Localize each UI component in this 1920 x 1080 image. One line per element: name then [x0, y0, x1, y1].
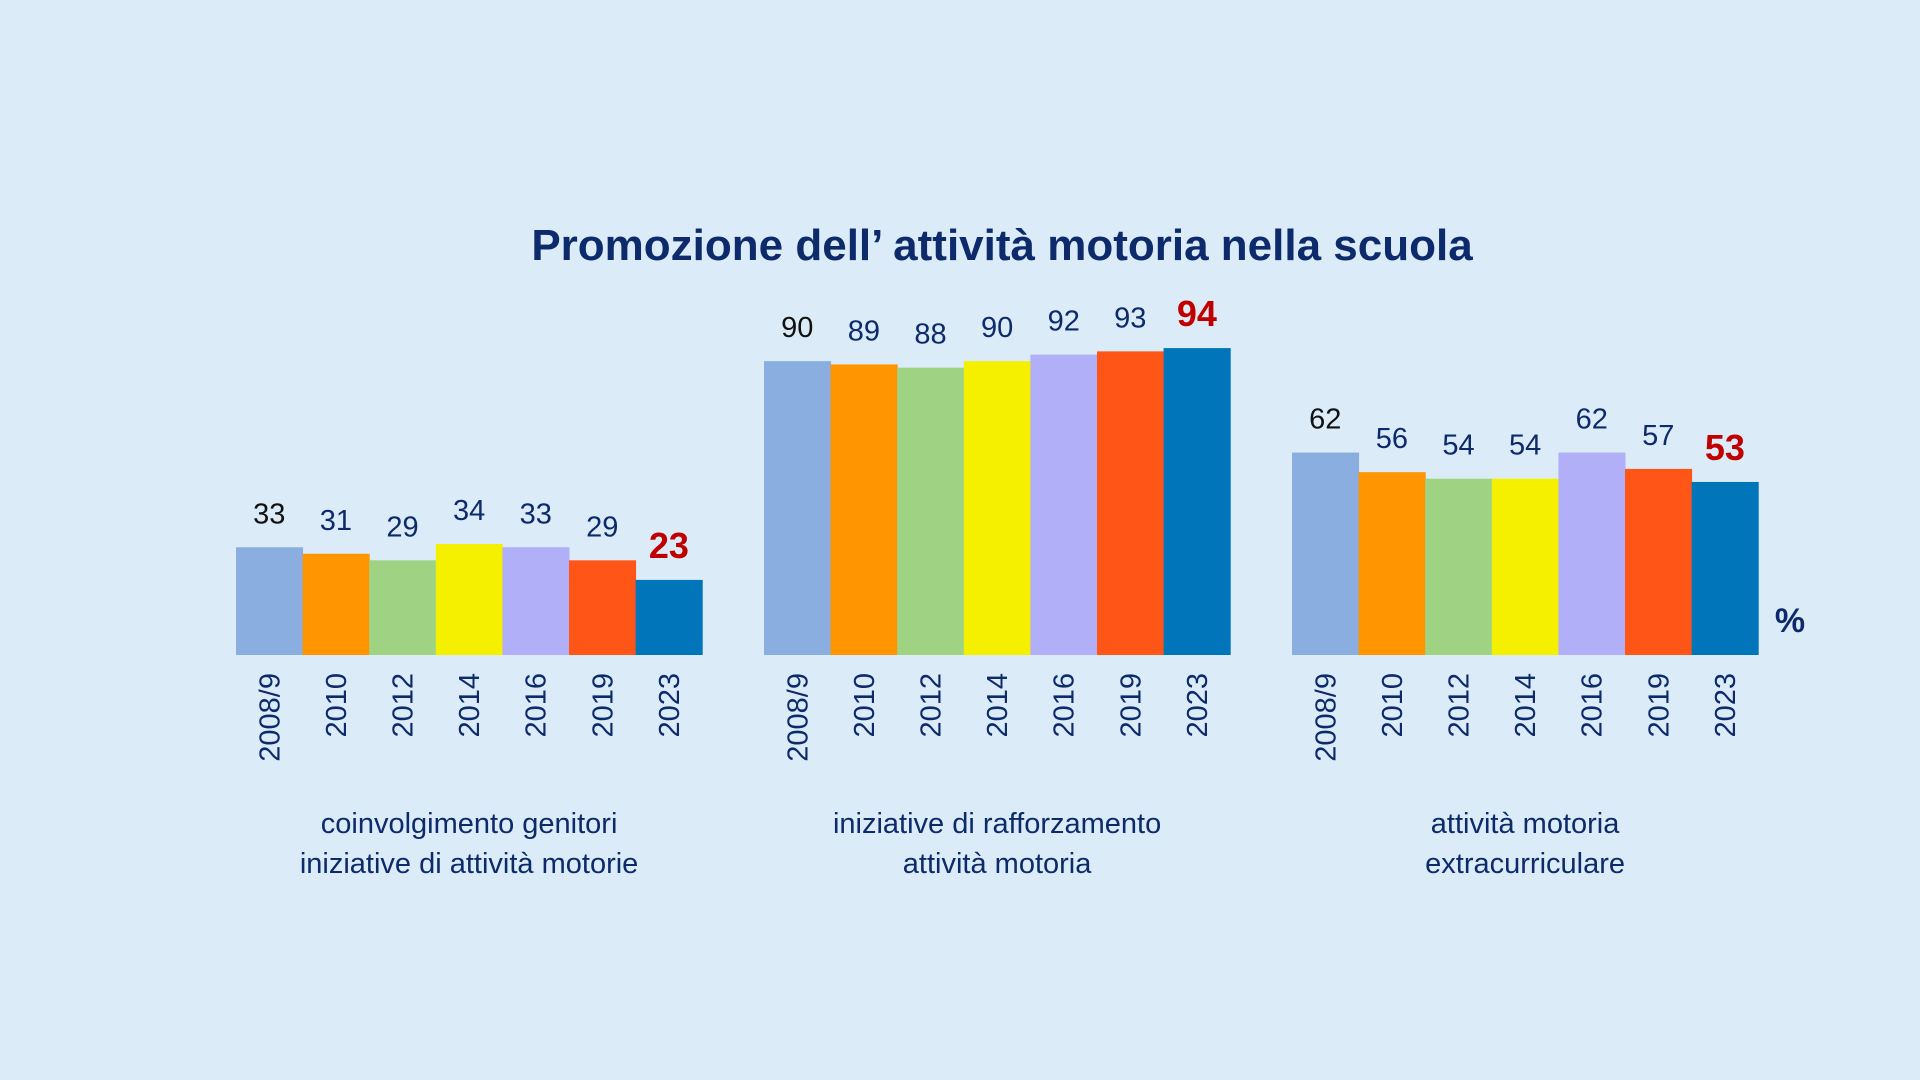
x-tick-label: 2010 [849, 673, 881, 738]
panel-caption-line: attività motoria [1431, 808, 1620, 840]
value-label: 33 [520, 498, 552, 530]
bar-2012 [369, 560, 437, 655]
panel-1: 33 2008/9 31 2010 29 2012 34 2014 33 2016 29 2019 23… [236, 495, 703, 880]
value-label: 62 [1576, 404, 1608, 436]
value-label: 29 [386, 511, 418, 543]
x-tick-label: 2014 [982, 673, 1014, 738]
value-label: 29 [586, 511, 618, 543]
x-tick-label: 2012 [1444, 673, 1476, 738]
x-tick-label: 2016 [1577, 673, 1609, 738]
value-label: 62 [1309, 404, 1341, 436]
bar-2023 [1691, 481, 1759, 655]
x-tick-label: 2008/9 [1310, 673, 1342, 762]
value-label: 56 [1376, 423, 1408, 455]
x-tick-label: 2010 [321, 673, 353, 738]
bar-2008-9 [1292, 452, 1360, 655]
bar-2023 [635, 579, 703, 655]
bar-2008-9 [236, 547, 304, 655]
value-label: 89 [848, 315, 880, 347]
panel-caption-line: iniziative di attività motorie [300, 848, 638, 880]
value-label: 54 [1442, 430, 1474, 462]
bar-2019 [569, 560, 637, 655]
bar-2019 [1097, 351, 1165, 655]
x-tick-label: 2014 [1510, 673, 1542, 738]
bar-2019 [1625, 468, 1693, 655]
x-tick-label: 2008/9 [254, 673, 286, 762]
x-tick-label: 2019 [1643, 673, 1675, 738]
chart-panels: 33 2008/9 31 2010 29 2012 34 2014 33 2016 29 2019 23… [236, 293, 1759, 880]
panel-caption-line: extracurriculare [1425, 848, 1625, 880]
value-label: 34 [453, 495, 485, 527]
value-label: 54 [1509, 430, 1541, 462]
bar-2014 [1491, 478, 1559, 655]
bar-2010 [1358, 472, 1426, 655]
x-tick-label: 2014 [454, 673, 486, 738]
unit-label: % [1775, 602, 1805, 640]
x-tick-label: 2023 [654, 673, 686, 738]
value-label: 31 [320, 505, 352, 537]
bar-2014 [963, 361, 1031, 655]
panel-2: 90 2008/9 89 2010 88 2012 90 2014 92 2016 93 2019 94… [764, 293, 1231, 880]
chart-title: Promozione dell’ attività motoria nella … [531, 221, 1473, 270]
value-label: 88 [914, 319, 946, 351]
x-tick-label: 2019 [587, 673, 619, 738]
value-label: 93 [1114, 302, 1146, 334]
panel-caption-line: attività motoria [903, 848, 1092, 880]
value-label: 94 [1177, 293, 1217, 334]
x-tick-label: 2012 [916, 673, 948, 738]
x-tick-label: 2010 [1377, 673, 1409, 738]
x-tick-label: 2016 [1049, 673, 1081, 738]
x-tick-label: 2019 [1115, 673, 1147, 738]
value-label: 23 [649, 525, 689, 566]
bar-2014 [435, 543, 503, 655]
x-tick-label: 2012 [388, 673, 420, 738]
bar-2010 [302, 553, 370, 655]
value-label: 90 [981, 312, 1013, 344]
x-tick-label: 2023 [1182, 673, 1214, 738]
panel-caption-line: iniziative di rafforzamento [833, 808, 1161, 840]
x-tick-label: 2016 [521, 673, 553, 738]
value-label: 53 [1705, 427, 1745, 468]
panel-caption-line: coinvolgimento genitori [321, 808, 618, 840]
panel-3: 62 2008/9 56 2010 54 2012 54 2014 62 2016 57 2019 53… [1292, 404, 1759, 880]
bar-2012 [897, 367, 965, 655]
value-label: 90 [781, 312, 813, 344]
value-label: 57 [1642, 420, 1674, 452]
bar-2016 [1030, 354, 1098, 655]
bar-2016 [502, 547, 570, 655]
bar-2012 [1425, 478, 1493, 655]
bar-2016 [1558, 452, 1626, 655]
bar-2010 [830, 364, 898, 655]
value-label: 33 [253, 498, 285, 530]
bar-2023 [1163, 348, 1231, 655]
x-tick-label: 2023 [1710, 673, 1742, 738]
x-tick-label: 2008/9 [782, 673, 814, 762]
value-label: 92 [1048, 306, 1080, 338]
bar-2008-9 [764, 361, 832, 655]
